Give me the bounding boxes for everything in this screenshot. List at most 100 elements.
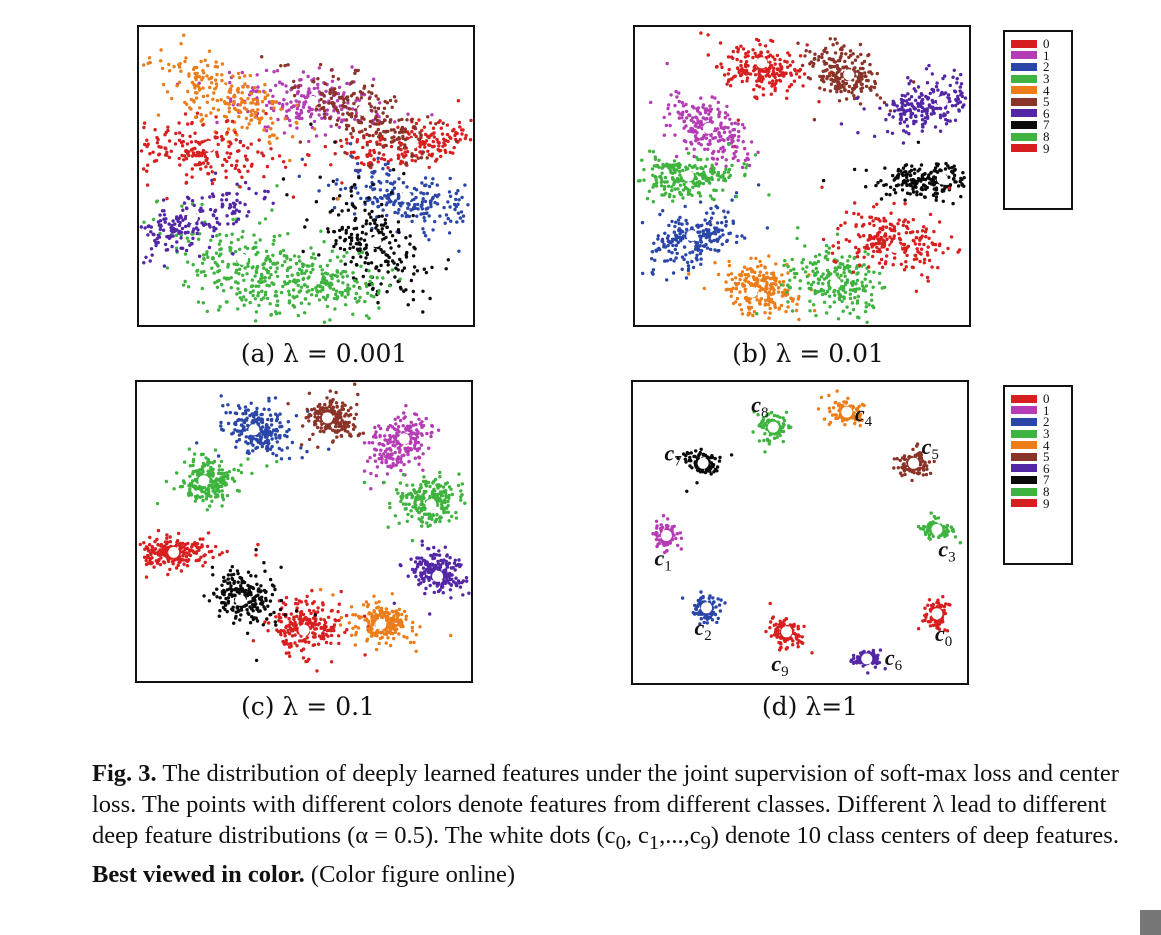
point-class-2	[356, 191, 360, 195]
point-class-0	[786, 51, 790, 55]
point-class-4	[246, 96, 250, 101]
point-class-0	[791, 60, 795, 64]
point-class-8	[275, 266, 279, 270]
point-class-8	[306, 276, 310, 280]
point-class-5	[868, 62, 872, 67]
point-class-1	[296, 113, 300, 117]
point-class-8	[841, 262, 845, 266]
point-class-3	[253, 274, 257, 278]
point-class-1	[682, 119, 686, 124]
point-class-8	[869, 293, 874, 297]
point-class-8	[302, 263, 306, 267]
point-class-3	[668, 192, 672, 197]
point-class-4	[290, 135, 295, 139]
point-class-6	[906, 76, 910, 80]
point-class-0	[304, 617, 308, 621]
point-class-1	[370, 441, 375, 445]
point-class-2	[267, 407, 271, 412]
point-class-5	[316, 77, 320, 81]
point-class-1	[302, 102, 306, 107]
point-class-9	[836, 240, 841, 245]
point-class-2	[420, 181, 424, 185]
point-class-5	[426, 115, 430, 119]
point-class-2	[359, 196, 363, 201]
point-class-6	[181, 218, 185, 222]
point-class-2	[699, 224, 703, 228]
point-class-7	[916, 140, 921, 144]
point-class-5	[866, 53, 870, 58]
point-class-1	[684, 140, 688, 144]
point-class-0	[361, 145, 365, 150]
point-class-6	[220, 198, 224, 202]
point-class-7	[405, 250, 409, 255]
point-class-7	[395, 263, 400, 267]
point-class-8	[848, 311, 852, 316]
point-class-1	[756, 150, 760, 154]
point-class-8	[862, 263, 866, 267]
point-class-8	[297, 290, 301, 294]
point-class-0	[736, 50, 740, 54]
point-class-7	[389, 246, 393, 250]
point-class-9	[227, 144, 231, 149]
point-class-2	[665, 278, 669, 282]
point-class-0	[454, 131, 458, 135]
point-class-9	[227, 155, 231, 160]
point-class-8	[883, 285, 887, 289]
point-class-0	[298, 620, 302, 625]
point-class-0	[753, 67, 757, 71]
point-class-2	[247, 451, 251, 456]
point-class-8	[335, 270, 340, 274]
point-class-6	[173, 222, 177, 226]
point-class-9	[923, 230, 928, 234]
point-class-4	[784, 309, 788, 314]
point-class-1	[403, 415, 407, 419]
point-class-8	[755, 312, 759, 316]
point-class-8	[320, 272, 324, 276]
point-class-1	[399, 460, 403, 464]
point-class-9	[206, 172, 211, 176]
point-class-2	[675, 234, 679, 238]
point-class-3	[699, 172, 703, 176]
point-class-3	[742, 162, 746, 166]
point-class-8	[872, 305, 876, 310]
point-class-8	[328, 258, 332, 263]
point-class-5	[828, 64, 832, 68]
point-class-5	[373, 106, 377, 110]
legend-label-6: 6	[1043, 105, 1050, 121]
point-class-9	[199, 167, 203, 171]
point-class-0	[419, 140, 423, 144]
point-class-6	[150, 253, 154, 257]
point-class-2	[339, 187, 343, 192]
point-class-7	[397, 230, 401, 235]
point-class-0	[744, 51, 748, 56]
point-class-9	[230, 163, 234, 168]
point-class-1	[424, 416, 428, 421]
point-class-2	[651, 268, 656, 272]
point-class-2	[711, 231, 715, 235]
point-class-4	[743, 279, 748, 283]
point-class-8	[370, 283, 374, 287]
point-class-8	[870, 298, 874, 302]
point-class-8	[343, 270, 348, 274]
point-class-2	[435, 194, 439, 199]
point-class-2	[243, 405, 248, 409]
point-class-2	[684, 253, 688, 257]
point-class-1	[701, 103, 706, 107]
point-class-4	[239, 97, 243, 101]
point-class-8	[354, 291, 358, 296]
point-class-0	[757, 85, 762, 89]
point-class-2	[256, 422, 260, 426]
point-class-5	[378, 133, 382, 137]
point-class-4	[179, 69, 183, 73]
point-class-8	[819, 275, 824, 279]
point-class-9	[180, 153, 184, 158]
point-class-0	[372, 157, 376, 161]
point-class-5	[347, 112, 351, 117]
point-class-4	[764, 284, 768, 289]
point-class-8	[298, 259, 302, 263]
point-class-5	[344, 118, 349, 122]
point-class-2	[721, 233, 725, 237]
point-class-2	[270, 430, 274, 435]
point-class-3	[673, 187, 677, 191]
point-class-3	[696, 157, 700, 162]
